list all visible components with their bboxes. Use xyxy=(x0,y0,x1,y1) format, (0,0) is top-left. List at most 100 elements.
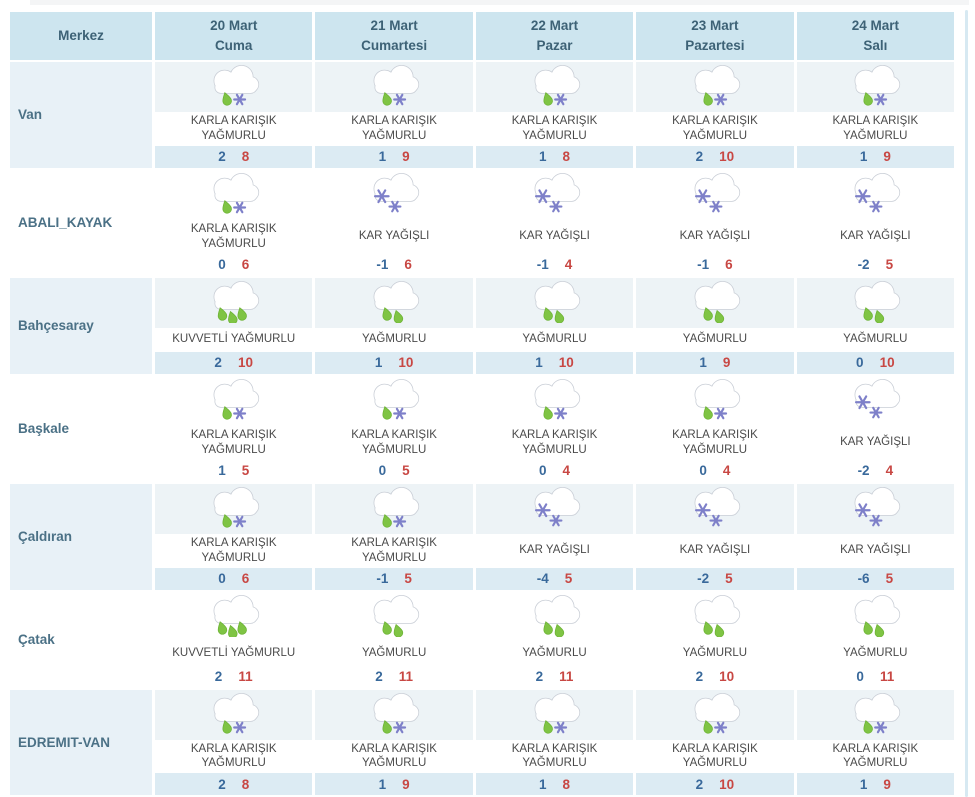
weather-icon-band xyxy=(796,591,955,642)
location-cell: Çaldıran xyxy=(10,483,152,590)
sleet-icon xyxy=(204,170,264,220)
heavy-rain-icon xyxy=(204,278,264,328)
temperature-band: 0 11 xyxy=(796,665,955,688)
forecast-cell: KARLA KARIŞIK YAĞMURLU -1 5 xyxy=(312,483,473,590)
max-temperature: 6 xyxy=(404,257,412,273)
weather-description: KARLA KARIŞIK YAĞMURLU xyxy=(351,742,437,770)
weather-description-band: KARLA KARIŞIK YAĞMURLU xyxy=(315,533,473,568)
snow-icon xyxy=(685,170,745,220)
weather-description: YAĞMURLU xyxy=(522,333,587,346)
sleet-icon xyxy=(204,484,264,534)
weather-description-band: KARLA KARIŞIK YAĞMURLU xyxy=(315,739,473,774)
weather-description-band: KARLA KARIŞIK YAĞMURLU xyxy=(475,425,634,460)
table-body: Van KARLA KARIŞIK YAĞMURLU 2 8 KARLA KARIŞIK… xyxy=(10,62,955,796)
forecast-cell: KARLA KARIŞIK YAĞMURLU 2 10 xyxy=(633,62,794,168)
sleet-icon xyxy=(525,376,585,426)
forecast-cell: KARLA KARIŞIK YAĞMURLU 2 10 xyxy=(633,689,794,796)
forecast-cell: KARLA KARIŞIK YAĞMURLU 1 5 xyxy=(152,375,313,482)
weather-icon-band xyxy=(636,689,794,740)
min-temperature: 1 xyxy=(539,776,547,792)
forecast-cell: YAĞMURLU 1 9 xyxy=(633,277,794,374)
weather-description-band: KARLA KARIŞIK YAĞMURLU xyxy=(636,425,794,460)
max-temperature: 9 xyxy=(883,149,891,165)
max-temperature: 4 xyxy=(562,463,571,479)
weather-description: YAĞMURLU xyxy=(682,647,748,660)
weather-description-band: KARLA KARIŞIK YAĞMURLU xyxy=(315,425,473,460)
weather-icon-band xyxy=(315,375,473,426)
weather-description-band: KARLA KARIŞIK YAĞMURLU xyxy=(155,112,313,146)
weather-description-band: KAR YAĞIŞLI xyxy=(475,533,634,568)
temperature-band: 2 11 xyxy=(475,665,634,688)
min-temperature: 2 xyxy=(214,355,222,371)
weather-description-band: KARLA KARIŞIK YAĞMURLU xyxy=(796,112,955,146)
temperature-band: 1 10 xyxy=(315,351,473,374)
rain-icon xyxy=(685,278,745,328)
forecast-cell: KARLA KARIŞIK YAĞMURLU 0 6 xyxy=(152,169,313,276)
min-temperature: 0 xyxy=(378,463,387,479)
temperature-band: -1 4 xyxy=(475,253,634,276)
sleet-icon xyxy=(364,62,424,112)
forecast-cell: KARLA KARIŞIK YAĞMURLU 0 5 xyxy=(312,375,473,482)
weather-description: KARLA KARIŞIK YAĞMURLU xyxy=(832,115,919,142)
forecast-cell: KAR YAĞIŞLI -1 6 xyxy=(312,169,473,276)
min-temperature: 2 xyxy=(375,669,383,684)
weather-icon-band xyxy=(636,483,794,534)
forecast-cell: KUVVETLİ YAĞMURLU 2 10 xyxy=(152,277,313,374)
weather-icon-band xyxy=(475,375,634,426)
forecast-cell: KAR YAĞIŞLI -2 4 xyxy=(793,375,955,482)
max-temperature: 4 xyxy=(885,463,894,479)
weather-icon-band xyxy=(475,277,634,328)
forecast-cell: YAĞMURLU 2 11 xyxy=(472,591,634,688)
max-temperature: 10 xyxy=(237,355,253,371)
weather-icon-band xyxy=(636,591,794,642)
forecast-cell: KARLA KARIŞIK YAĞMURLU 2 8 xyxy=(152,689,313,796)
max-temperature: 9 xyxy=(402,776,410,792)
max-temperature: 9 xyxy=(402,149,410,165)
weather-description-band: YAĞMURLU xyxy=(636,327,794,352)
max-temperature: 8 xyxy=(562,776,571,792)
sleet-icon xyxy=(204,376,264,426)
weather-description-band: KUVVETLİ YAĞMURLU xyxy=(155,641,313,666)
table-row: Bahçesaray KUVVETLİ YAĞMURLU 2 10 YAĞMURLU 1 1… xyxy=(10,277,955,374)
snow-icon xyxy=(364,170,424,220)
min-temperature: -2 xyxy=(697,571,710,586)
weather-description-band: YAĞMURLU xyxy=(636,641,794,666)
merkez-label: Merkez xyxy=(58,27,104,43)
scrollbar[interactable] xyxy=(965,10,968,797)
forecast-cell: KAR YAĞIŞLI -2 5 xyxy=(633,483,794,590)
weather-description: KAR YAĞIŞLI xyxy=(358,230,430,243)
sleet-icon xyxy=(525,62,585,112)
day-header-date: 23 Mart xyxy=(691,17,739,33)
sleet-icon xyxy=(204,62,264,112)
snow-icon xyxy=(525,170,585,220)
weather-description-band: KARLA KARIŞIK YAĞMURLU xyxy=(155,219,313,254)
location-cell: Çatak xyxy=(10,591,152,688)
weather-description: KARLA KARIŞIK YAĞMURLU xyxy=(190,115,277,142)
min-temperature: 0 xyxy=(856,669,864,684)
temperature-band: -1 5 xyxy=(315,567,473,590)
temperature-band: 0 10 xyxy=(796,351,955,374)
temperature-band: 2 11 xyxy=(315,665,473,688)
temperature-band: -4 5 xyxy=(475,567,634,590)
sleet-icon xyxy=(364,376,424,426)
day-header-name: Cumartesi xyxy=(361,38,428,53)
forecast-cell: KAR YAĞIŞLI -1 6 xyxy=(633,169,794,276)
max-temperature: 11 xyxy=(559,669,574,684)
min-temperature: -2 xyxy=(857,463,870,479)
sleet-icon xyxy=(364,690,424,740)
column-header-day: 21 Mart Cumartesi xyxy=(312,12,473,60)
weather-icon-band xyxy=(155,277,313,328)
forecast-cell: YAĞMURLU 2 11 xyxy=(312,591,473,688)
weather-description: KAR YAĞIŞLI xyxy=(679,544,751,557)
weather-description: YAĞMURLU xyxy=(522,647,587,660)
forecast-cell: KAR YAĞIŞLI -2 5 xyxy=(793,169,955,276)
min-temperature: 1 xyxy=(374,355,383,371)
max-temperature: 5 xyxy=(402,463,410,479)
weather-description: KARLA KARIŞIK YAĞMURLU xyxy=(511,115,598,142)
temperature-band: -2 5 xyxy=(636,567,794,590)
